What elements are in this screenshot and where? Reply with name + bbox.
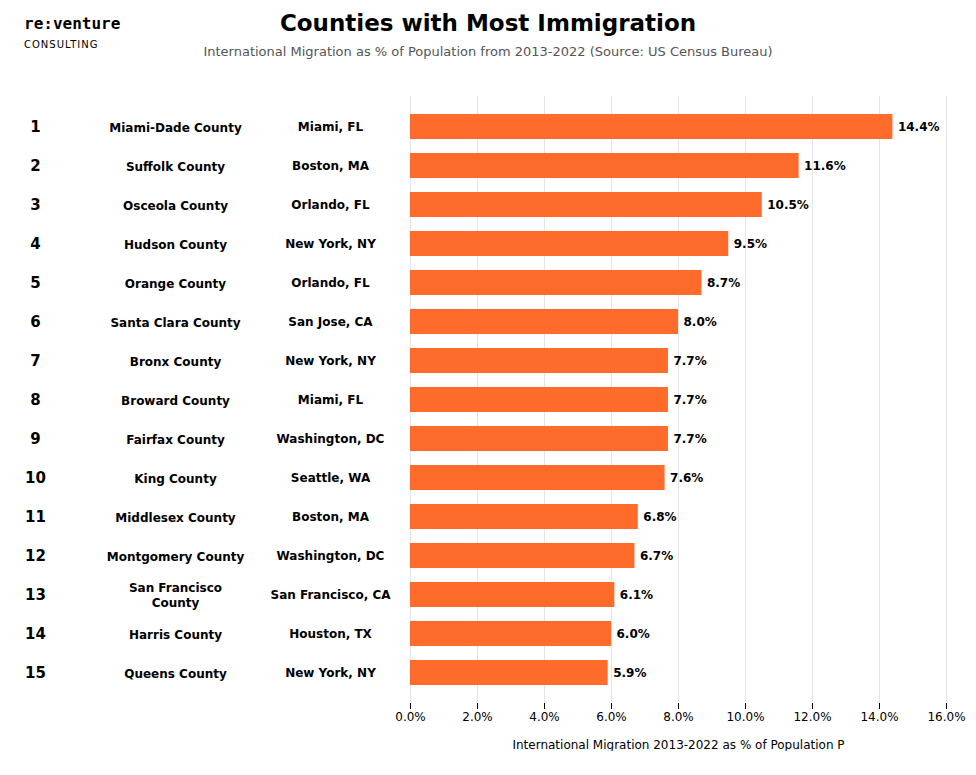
svg-text:9: 9: [30, 430, 40, 448]
svg-text:10.5%: 10.5%: [767, 198, 809, 212]
svg-text:Montgomery County: Montgomery County: [107, 550, 245, 564]
svg-text:Washington, DC: Washington, DC: [277, 432, 385, 446]
svg-text:10.0%: 10.0%: [726, 710, 764, 724]
svg-text:0.0%: 0.0%: [395, 710, 426, 724]
svg-text:International Migration 2013-2: International Migration 2013-2022 as % o…: [512, 738, 844, 752]
svg-text:11: 11: [25, 508, 46, 526]
svg-text:San FranciscoCounty: San FranciscoCounty: [129, 581, 222, 609]
svg-text:Bronx County: Bronx County: [130, 355, 222, 369]
svg-text:Osceola County: Osceola County: [123, 199, 228, 213]
svg-text:Boston, MA: Boston, MA: [292, 510, 370, 524]
svg-text:10: 10: [25, 469, 46, 487]
svg-text:2.0%: 2.0%: [462, 710, 493, 724]
svg-text:Queens County: Queens County: [124, 667, 227, 681]
svg-text:Miami, FL: Miami, FL: [298, 393, 364, 407]
svg-text:San Jose, CA: San Jose, CA: [288, 315, 373, 329]
svg-text:12.0%: 12.0%: [793, 710, 831, 724]
svg-text:7.7%: 7.7%: [673, 393, 706, 407]
svg-text:7: 7: [30, 352, 40, 370]
svg-text:New York, NY: New York, NY: [285, 666, 376, 680]
svg-text:Orlando, FL: Orlando, FL: [291, 276, 370, 290]
svg-text:7.7%: 7.7%: [673, 354, 706, 368]
svg-text:7.6%: 7.6%: [670, 471, 703, 485]
svg-text:Miami-Dade County: Miami-Dade County: [109, 121, 242, 135]
svg-text:4.0%: 4.0%: [529, 710, 560, 724]
svg-text:4: 4: [30, 235, 40, 253]
svg-text:5.9%: 5.9%: [613, 666, 646, 680]
svg-text:Orlando, FL: Orlando, FL: [291, 198, 370, 212]
svg-text:Seattle, WA: Seattle, WA: [291, 471, 371, 485]
svg-text:New York, NY: New York, NY: [285, 354, 376, 368]
svg-text:6.7%: 6.7%: [640, 549, 673, 563]
svg-text:Santa Clara County: Santa Clara County: [110, 316, 240, 330]
svg-text:Fairfax County: Fairfax County: [126, 433, 225, 447]
svg-text:8.0%: 8.0%: [684, 315, 717, 329]
svg-text:9.5%: 9.5%: [734, 237, 767, 251]
svg-text:13: 13: [25, 586, 46, 604]
html-text:International Migration as % o: International Migration as % of Populati…: [203, 44, 773, 59]
svg-text:Suffolk County: Suffolk County: [126, 160, 225, 174]
svg-text:Miami, FL: Miami, FL: [298, 120, 364, 134]
svg-text:New York, NY: New York, NY: [285, 237, 376, 251]
svg-text:8.7%: 8.7%: [707, 276, 740, 290]
svg-text:Middlesex County: Middlesex County: [115, 511, 236, 525]
svg-text:5: 5: [30, 274, 40, 292]
svg-text:3: 3: [30, 196, 40, 214]
svg-text:Harris County: Harris County: [129, 628, 222, 642]
svg-text:6.1%: 6.1%: [620, 588, 653, 602]
svg-text:15: 15: [25, 664, 46, 682]
svg-text:11.6%: 11.6%: [804, 159, 846, 173]
svg-text:16.0%: 16.0%: [927, 710, 965, 724]
svg-text:2: 2: [30, 157, 40, 175]
svg-text:6.0%: 6.0%: [617, 627, 650, 641]
svg-text:Orange County: Orange County: [125, 277, 227, 291]
svg-text:6.8%: 6.8%: [643, 510, 676, 524]
svg-text:14.0%: 14.0%: [860, 710, 898, 724]
svg-text:Houston, TX: Houston, TX: [289, 627, 372, 641]
svg-text:8.0%: 8.0%: [663, 710, 694, 724]
svg-text:14.4%: 14.4%: [898, 120, 940, 134]
svg-text:Broward County: Broward County: [121, 394, 230, 408]
svg-text:6.0%: 6.0%: [596, 710, 627, 724]
html-text:Counties with Most Immigration: Counties with Most Immigration: [279, 10, 697, 36]
svg-text:King County: King County: [134, 472, 217, 486]
svg-text:12: 12: [25, 547, 46, 565]
svg-text:7.7%: 7.7%: [673, 432, 706, 446]
svg-text:6: 6: [30, 313, 40, 331]
svg-text:8: 8: [30, 391, 40, 409]
html-text:re:venture: re:venture: [24, 14, 121, 33]
html-text:CONSULTING: CONSULTING: [24, 39, 99, 50]
svg-text:1: 1: [30, 118, 40, 136]
svg-text:Boston, MA: Boston, MA: [292, 159, 370, 173]
svg-text:Hudson County: Hudson County: [124, 238, 227, 252]
svg-text:14: 14: [25, 625, 46, 643]
svg-text:San Francisco, CA: San Francisco, CA: [270, 588, 391, 602]
svg-text:Washington, DC: Washington, DC: [277, 549, 385, 563]
